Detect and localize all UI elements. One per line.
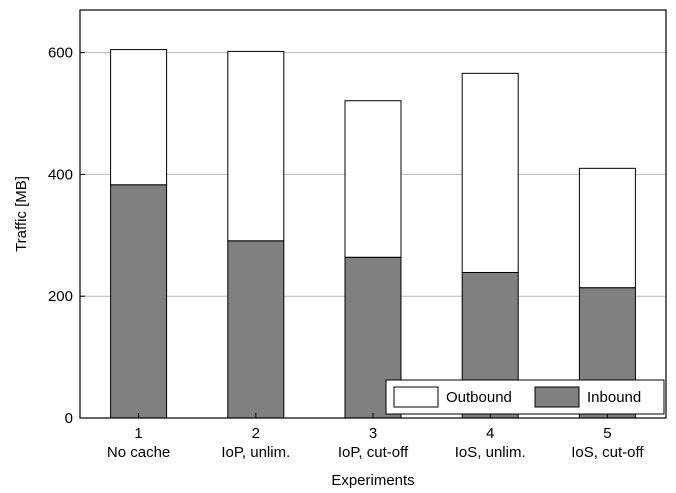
- bars: [110, 49, 636, 419]
- x-tick-label: 3: [369, 425, 377, 442]
- x-tick-sublabel: IoP, cut-off: [338, 444, 409, 461]
- y-tick-label: 400: [48, 166, 73, 183]
- y-tick-label: 0: [65, 410, 73, 427]
- bar-outbound-4: [461, 72, 519, 273]
- x-axis-label: Experiments: [331, 472, 414, 489]
- axis-ticks: 0 200 400 600 1 No cache 2 IoP, unlim. 3 IoP, cut…: [48, 45, 644, 461]
- legend-swatch-inbound: [534, 386, 580, 408]
- x-tick-sublabel: No cache: [107, 444, 170, 461]
- x-tick-label: 2: [252, 425, 260, 442]
- x-tick-sublabel: IoS, unlim.: [455, 444, 526, 461]
- x-tick-sublabel: IoP, unlim.: [221, 444, 290, 461]
- bar-inbound-1: [110, 184, 168, 419]
- x-tick-label: 5: [603, 425, 611, 442]
- bar-outbound-3: [344, 100, 402, 258]
- legend-label-outbound: Outbound: [446, 389, 512, 406]
- bar-outbound-5: [578, 167, 636, 289]
- y-tick-label: 200: [48, 288, 73, 305]
- x-tick-sublabel: IoS, cut-off: [571, 444, 644, 461]
- legend-swatch-outbound: [393, 386, 439, 408]
- legend: Outbound Inbound: [385, 379, 665, 415]
- x-tick-label: 4: [486, 425, 494, 442]
- y-tick-label: 600: [48, 45, 73, 62]
- bar-outbound-1: [110, 49, 168, 186]
- bar-outbound-2: [227, 50, 285, 242]
- x-tick-label: 1: [134, 425, 142, 442]
- y-axis-label: Traffic [MB]: [13, 176, 30, 252]
- legend-label-inbound: Inbound: [587, 389, 641, 406]
- bar-inbound-2: [227, 240, 285, 419]
